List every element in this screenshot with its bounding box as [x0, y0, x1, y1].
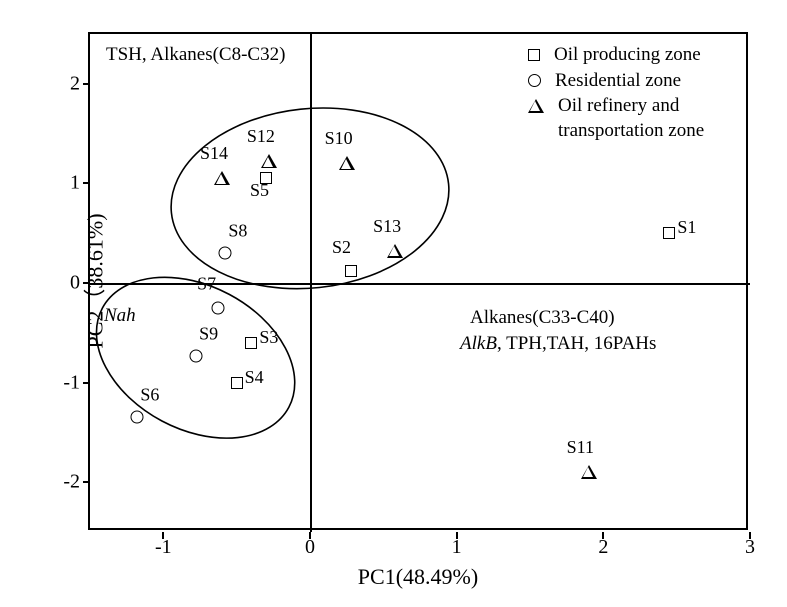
legend-item: Oil refinery and [528, 93, 704, 119]
circle-marker-icon [528, 74, 541, 87]
quadrant-annotation: TSH, Alkanes(C8-C32) [106, 44, 285, 66]
x-tick-label: 0 [305, 536, 315, 559]
data-point-label: S4 [245, 367, 264, 388]
data-point: S11 [581, 465, 597, 479]
data-point: S13 [387, 244, 403, 258]
legend-item: transportation zone [528, 119, 704, 143]
data-point-label: S10 [325, 128, 353, 149]
x-tick-label: 1 [452, 536, 462, 559]
data-point: S9 [189, 349, 202, 362]
triangle-marker-icon [581, 465, 597, 479]
x-tick-label: -1 [155, 536, 172, 559]
quadrant-annotation: Nah [104, 305, 136, 327]
circle-marker-icon [130, 411, 143, 424]
x-axis-title: PC1(48.49%) [358, 564, 478, 590]
data-point-label: S12 [247, 126, 275, 147]
plot-area: Oil producing zoneResidential zoneOil re… [88, 32, 748, 530]
triangle-marker-icon [214, 171, 230, 185]
square-marker-icon [663, 227, 675, 239]
triangle-marker-icon [387, 244, 403, 258]
legend-item: Residential zone [528, 68, 704, 94]
y-tick [83, 182, 90, 184]
square-marker-icon [245, 337, 257, 349]
y-tick-label: 2 [70, 72, 80, 95]
data-point: S4 [231, 377, 243, 389]
data-point: S3 [245, 337, 257, 349]
y-tick-label: -2 [63, 471, 80, 494]
data-point-label: S13 [373, 216, 401, 237]
legend-label: transportation zone [528, 119, 704, 143]
data-point: S1 [663, 227, 675, 239]
data-point-label: S7 [197, 273, 216, 294]
data-point: S10 [339, 156, 355, 170]
data-point-label: S11 [567, 437, 594, 458]
legend-item: Oil producing zone [528, 42, 704, 68]
data-point-label: S2 [332, 237, 351, 258]
y-tick-label: 0 [70, 272, 80, 295]
y-axis-title: PC2（38.61%) [78, 213, 110, 348]
data-point-label: S3 [259, 327, 278, 348]
data-point-label: S6 [140, 385, 159, 406]
legend-label: Oil producing zone [554, 42, 701, 68]
data-point: S7 [211, 301, 224, 314]
data-point-label: S1 [677, 217, 696, 238]
pca-scatter-chart: Oil producing zoneResidential zoneOil re… [0, 0, 787, 607]
circle-marker-icon [189, 349, 202, 362]
triangle-marker-icon [261, 154, 277, 168]
y-tick-label: -1 [63, 371, 80, 394]
legend: Oil producing zoneResidential zoneOil re… [528, 42, 704, 143]
data-point: S2 [345, 265, 357, 277]
y-tick-label: 1 [70, 172, 80, 195]
x-tick-label: 2 [598, 536, 608, 559]
triangle-marker-icon [339, 156, 355, 170]
x-tick-label: 3 [745, 536, 755, 559]
data-point-label: S5 [250, 180, 269, 201]
data-point-label: S9 [199, 323, 218, 344]
data-point: S8 [218, 247, 231, 260]
y-tick [83, 382, 90, 384]
square-marker-icon [231, 377, 243, 389]
circle-marker-icon [211, 301, 224, 314]
data-point: S5 [260, 172, 272, 184]
legend-label: Oil refinery and [558, 93, 679, 119]
quadrant-annotation: Alkanes(C33-C40) [470, 307, 615, 329]
square-marker-icon [528, 49, 540, 61]
square-marker-icon [345, 265, 357, 277]
data-point: S6 [130, 411, 143, 424]
data-point: S12 [261, 154, 277, 168]
data-point-label: S14 [200, 143, 228, 164]
legend-label: Residential zone [555, 68, 681, 94]
circle-marker-icon [218, 247, 231, 260]
quadrant-annotation: AlkB, TPH,TAH, 16PAHs [460, 333, 656, 355]
data-point: S14 [214, 171, 230, 185]
y-tick [83, 282, 90, 284]
triangle-marker-icon [528, 99, 544, 113]
data-point-label: S8 [228, 221, 247, 242]
y-tick [83, 83, 90, 85]
y-tick [83, 481, 90, 483]
x-zero-line [90, 283, 750, 285]
